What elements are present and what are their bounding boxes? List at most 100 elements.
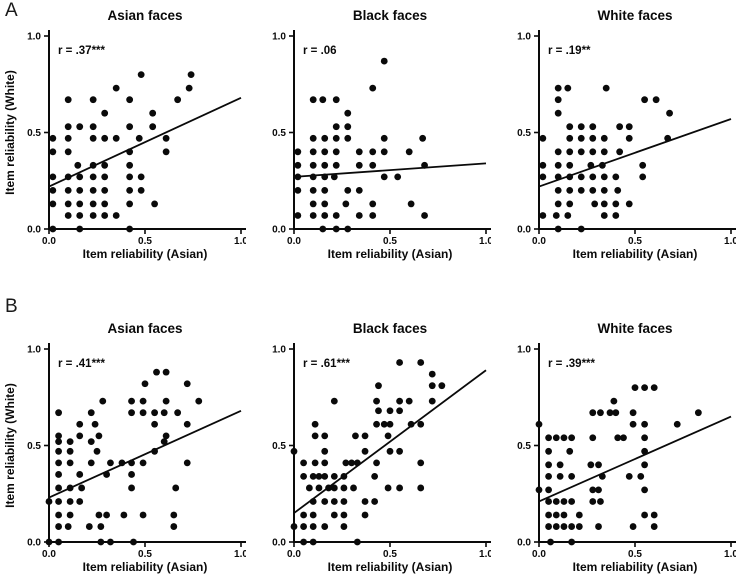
data-point: [616, 148, 624, 156]
data-point: [311, 432, 319, 440]
data-point: [330, 472, 338, 480]
data-point: [612, 200, 620, 208]
data-point: [128, 397, 135, 405]
data-point: [55, 432, 62, 440]
data-point: [629, 420, 637, 428]
y-tick-label: 0.0: [27, 538, 41, 549]
data-point: [694, 409, 702, 417]
data-point: [369, 148, 377, 156]
data-point: [589, 134, 597, 142]
data-point: [135, 134, 143, 142]
data-point: [195, 397, 203, 405]
data-point: [554, 200, 562, 208]
data-point: [128, 471, 135, 478]
x-axis-label: Item reliability (Asian): [83, 247, 208, 261]
data-point: [637, 472, 645, 480]
regression-line: [293, 162, 487, 178]
data-point: [139, 409, 147, 417]
data-point: [361, 498, 369, 505]
data-point: [380, 420, 388, 428]
data-point: [64, 523, 72, 530]
data-point: [554, 109, 562, 117]
data-point: [55, 459, 62, 467]
data-point: [600, 148, 608, 156]
data-point: [321, 498, 329, 505]
data-point: [560, 523, 568, 530]
data-point: [332, 225, 340, 233]
x-tick-label: 0.5: [138, 236, 152, 247]
x-tick-label: 1.0: [234, 236, 246, 247]
data-point: [93, 447, 101, 455]
regression-line: [538, 118, 732, 188]
data-point: [344, 134, 352, 142]
data-point: [55, 471, 62, 478]
data-point: [535, 486, 543, 494]
data-point: [340, 511, 348, 519]
data-point: [183, 380, 191, 388]
data-point: [552, 434, 560, 442]
data-point: [600, 187, 608, 194]
y-tick-label: 0.5: [517, 128, 531, 139]
data-point: [330, 511, 338, 519]
data-point: [568, 498, 576, 505]
data-point: [417, 484, 425, 492]
regression-line: [48, 409, 242, 499]
data-point: [568, 472, 576, 480]
y-tick-label: 1.0: [517, 345, 531, 356]
data-point: [66, 498, 74, 505]
data-point: [95, 432, 103, 440]
y-tick-label: 0.0: [517, 225, 531, 236]
data-point: [587, 461, 595, 469]
data-point: [55, 409, 62, 417]
data-point: [577, 148, 585, 156]
x-axis-label: Item reliability (Asian): [83, 560, 208, 574]
data-point: [76, 200, 84, 208]
data-point: [620, 434, 627, 442]
data-point: [66, 447, 74, 455]
data-point: [552, 511, 560, 519]
data-point: [600, 173, 608, 181]
data-point: [321, 187, 329, 194]
data-point: [107, 538, 114, 546]
x-axis-label: Item reliability (Asian): [573, 560, 698, 574]
y-tick-label: 0.0: [272, 538, 286, 549]
y-tick-label: 0.0: [27, 225, 41, 236]
data-point: [309, 212, 317, 219]
scatter-panel-a-asian: Asian faces r = .37*** 0.0 0.5 1.0 0.0 0.5 1.0 I…: [1, 3, 248, 270]
panel-title: White faces: [597, 8, 672, 23]
panel-title: Asian faces: [107, 321, 182, 336]
data-point: [631, 384, 639, 391]
data-point: [344, 225, 352, 233]
y-tick-label: 1.0: [272, 32, 286, 43]
data-point: [380, 134, 388, 142]
data-point: [650, 511, 658, 519]
data-point: [589, 498, 597, 505]
data-point: [160, 409, 168, 417]
data-point: [103, 511, 110, 519]
data-point: [566, 447, 574, 455]
data-point: [577, 134, 585, 142]
data-point: [612, 173, 620, 181]
data-point: [373, 420, 380, 428]
data-point: [438, 382, 446, 390]
data-point: [66, 438, 74, 446]
data-point: [589, 187, 597, 194]
data-point: [89, 187, 97, 194]
data-point: [112, 134, 120, 142]
data-point: [151, 409, 159, 417]
x-tick-label: 0.0: [287, 549, 301, 560]
data-point: [355, 187, 363, 194]
data-point: [639, 173, 647, 181]
data-point: [97, 538, 105, 546]
data-point: [64, 187, 72, 194]
data-point: [76, 187, 84, 194]
data-point: [589, 123, 597, 131]
panel-title: White faces: [597, 321, 672, 336]
data-point: [139, 459, 147, 467]
data-point: [139, 397, 147, 405]
data-point: [87, 438, 95, 446]
data-point: [405, 148, 413, 156]
data-point: [112, 212, 120, 219]
data-point: [76, 432, 84, 440]
data-point: [137, 173, 145, 181]
